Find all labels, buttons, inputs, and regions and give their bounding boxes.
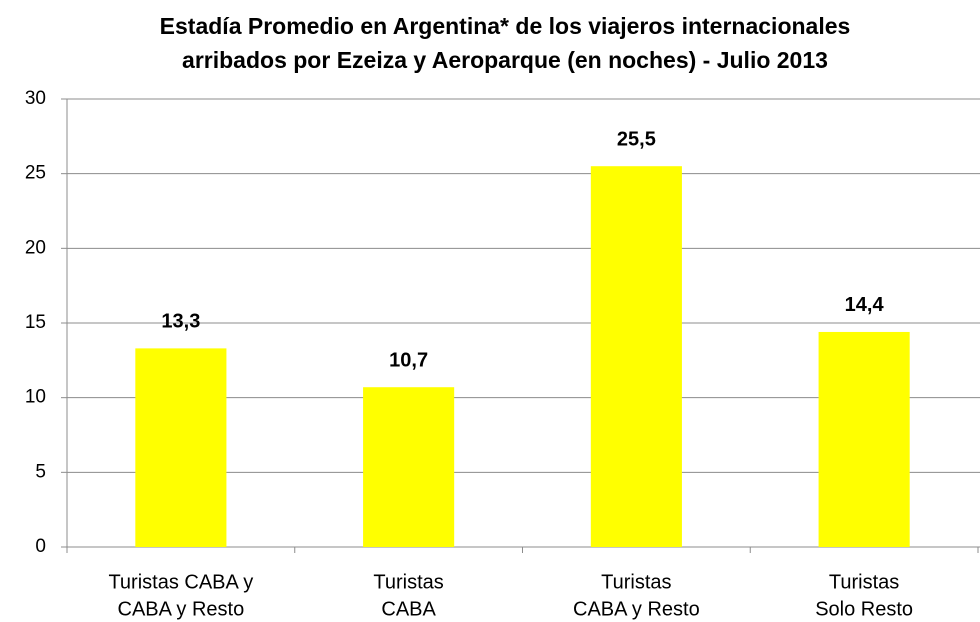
bar	[135, 348, 227, 547]
y-tick-label: 15	[25, 312, 46, 333]
bar	[363, 387, 455, 547]
x-tick-label: CABA	[381, 598, 436, 620]
value-label: 25,5	[617, 128, 656, 150]
chart-title: Estadía Promedio en Argentina* de los vi…	[160, 13, 851, 39]
y-tick-label: 10	[25, 387, 46, 408]
x-tick-label: CABA y Resto	[118, 598, 245, 620]
x-tick-label: Turistas	[829, 571, 899, 593]
y-tick-label: 0	[35, 536, 46, 557]
value-label: 10,7	[389, 349, 428, 371]
y-tick-label: 30	[25, 88, 46, 109]
value-label: 13,3	[161, 311, 200, 333]
x-tick-label: CABA y Resto	[573, 598, 700, 620]
bar	[818, 331, 910, 547]
y-tick-label: 25	[25, 163, 46, 184]
bar	[590, 166, 682, 547]
x-tick-label: Turistas	[373, 571, 443, 593]
x-tick-label: Turistas CABA y	[108, 571, 253, 593]
chart-title: arribados por Ezeiza y Aeroparque (en no…	[182, 47, 828, 73]
value-label: 14,4	[845, 294, 885, 316]
x-tick-label: Solo Resto	[815, 598, 913, 620]
x-tick-label: Turistas	[601, 571, 671, 593]
y-tick-label: 20	[25, 237, 46, 258]
y-tick-label: 5	[35, 461, 46, 482]
